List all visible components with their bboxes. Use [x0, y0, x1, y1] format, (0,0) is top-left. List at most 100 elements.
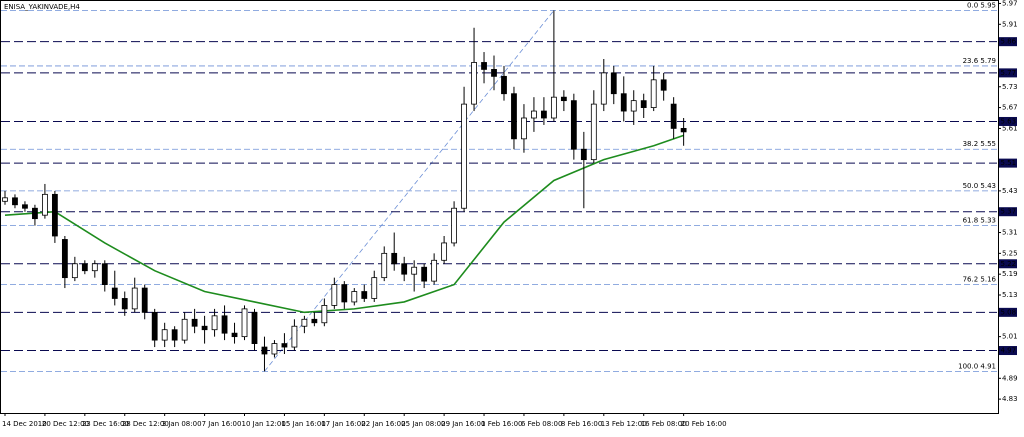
candle-body [311, 318, 318, 324]
level-label: 5.08 [1001, 308, 1017, 316]
candle-body [560, 96, 567, 102]
candle-body [321, 305, 328, 324]
candle-body [231, 332, 238, 338]
candle-body [680, 128, 687, 133]
candle-body [32, 207, 38, 220]
y-tick-label: 5.01 [1002, 333, 1018, 341]
candle-body [580, 148, 587, 161]
candle-body [261, 346, 268, 355]
fib-trendline [264, 10, 555, 372]
y-tick-label: 4.83 [1002, 395, 1018, 403]
chart-title: ENISA_YAKINVADE,H4 [4, 3, 80, 11]
candle-body [301, 318, 308, 327]
candle-body [371, 277, 378, 299]
candle-body [630, 100, 637, 112]
candle-body [511, 93, 517, 140]
candle-body [441, 242, 448, 261]
candle-body [2, 197, 8, 202]
candle-body [421, 266, 428, 282]
y-tick-label: 5.25 [1002, 249, 1018, 257]
x-tick-label: 17 Jan 16:00 [321, 420, 365, 428]
candle-body [401, 263, 408, 275]
candle-body [610, 72, 617, 95]
x-tick-label: 13 Feb 12:00 [601, 420, 647, 428]
level-box [999, 37, 1017, 47]
candle-body [251, 311, 258, 344]
level-box [999, 207, 1017, 217]
candle-body [101, 263, 108, 285]
x-tick-label: 15 Jan 16:00 [281, 420, 325, 428]
candle-body [541, 110, 547, 119]
x-tick-label: 28 Dec 12:00 [122, 420, 169, 428]
candle-body [81, 263, 88, 272]
candle-body [531, 110, 537, 119]
candle-body [570, 100, 577, 150]
candle-body [461, 103, 467, 209]
candle-body [181, 318, 188, 341]
level-box [999, 68, 1017, 78]
fib-label: 0.0 5.95 [967, 1, 996, 9]
x-tick-label: 25 Jan 08:00 [401, 420, 445, 428]
y-tick-label: 5.91 [1002, 20, 1018, 28]
candle-body [341, 284, 348, 303]
candle-body [51, 193, 58, 237]
candle-body [550, 96, 557, 119]
candle-body [211, 315, 218, 331]
candle-body [201, 325, 208, 331]
candle-body [600, 72, 607, 105]
level-label: 5.63 [1001, 117, 1017, 125]
x-tick-label: 29 Jan 16:00 [441, 420, 485, 428]
x-tick-label: 7 Jan 16:00 [202, 420, 242, 428]
fib-label: 50.0 5.43 [963, 182, 996, 190]
candle-body [91, 263, 98, 272]
plot-frame [0, 0, 999, 414]
candle-body [111, 287, 118, 299]
candle-body [42, 193, 48, 216]
moving-average [4, 134, 684, 314]
candle-body [491, 69, 497, 77]
level-label: 5.86 [1001, 38, 1017, 46]
candle-body [331, 284, 338, 306]
level-box [999, 346, 1017, 356]
candle-body [431, 259, 438, 282]
candle-body [351, 291, 358, 303]
candle-body [151, 311, 158, 341]
candle-body [481, 62, 487, 70]
candle-body [191, 318, 198, 327]
x-tick-label: 10 Jan 12:00 [242, 420, 286, 428]
candle-body [281, 343, 288, 348]
y-tick-label: 5.97 [1002, 0, 1018, 7]
candle-body [12, 197, 18, 206]
y-tick-label: 5.73 [1002, 83, 1018, 91]
candle-body [620, 93, 627, 112]
level-label: 4.97 [1001, 347, 1017, 355]
candle-body [61, 239, 68, 279]
x-tick-label: 16 Feb 08:00 [641, 420, 687, 428]
x-tick-label: 1 Feb 16:00 [481, 420, 522, 428]
y-tick-label: 5.31 [1002, 229, 1018, 237]
candle-body [291, 325, 298, 348]
fib-label: 76.2 5.16 [963, 276, 997, 284]
y-tick-label: 5.19 [1002, 270, 1018, 278]
candle-body [271, 343, 278, 355]
candle-body [141, 287, 148, 313]
candle-body [411, 266, 418, 275]
level-label: 5.37 [1001, 208, 1017, 216]
fib-label: 38.2 5.55 [963, 140, 996, 148]
x-tick-label: 22 Jan 16:00 [361, 420, 405, 428]
level-box [999, 307, 1017, 317]
y-tick-label: 4.89 [1002, 374, 1018, 382]
candle-body [71, 263, 78, 279]
candle-body [381, 252, 388, 279]
candle-body [501, 75, 507, 95]
candle-body [121, 298, 128, 310]
y-tick-label: 5.61 [1002, 124, 1018, 132]
candle-body [22, 204, 28, 209]
x-tick-label: 6 Feb 08:00 [521, 420, 562, 428]
level-label: 5.22 [1001, 260, 1017, 268]
y-tick-label: 5.43 [1002, 187, 1018, 195]
x-tick-label: 8 Feb 16:00 [561, 420, 602, 428]
x-tick-label: 14 Dec 2010 [2, 420, 47, 428]
candle-body [451, 207, 457, 244]
